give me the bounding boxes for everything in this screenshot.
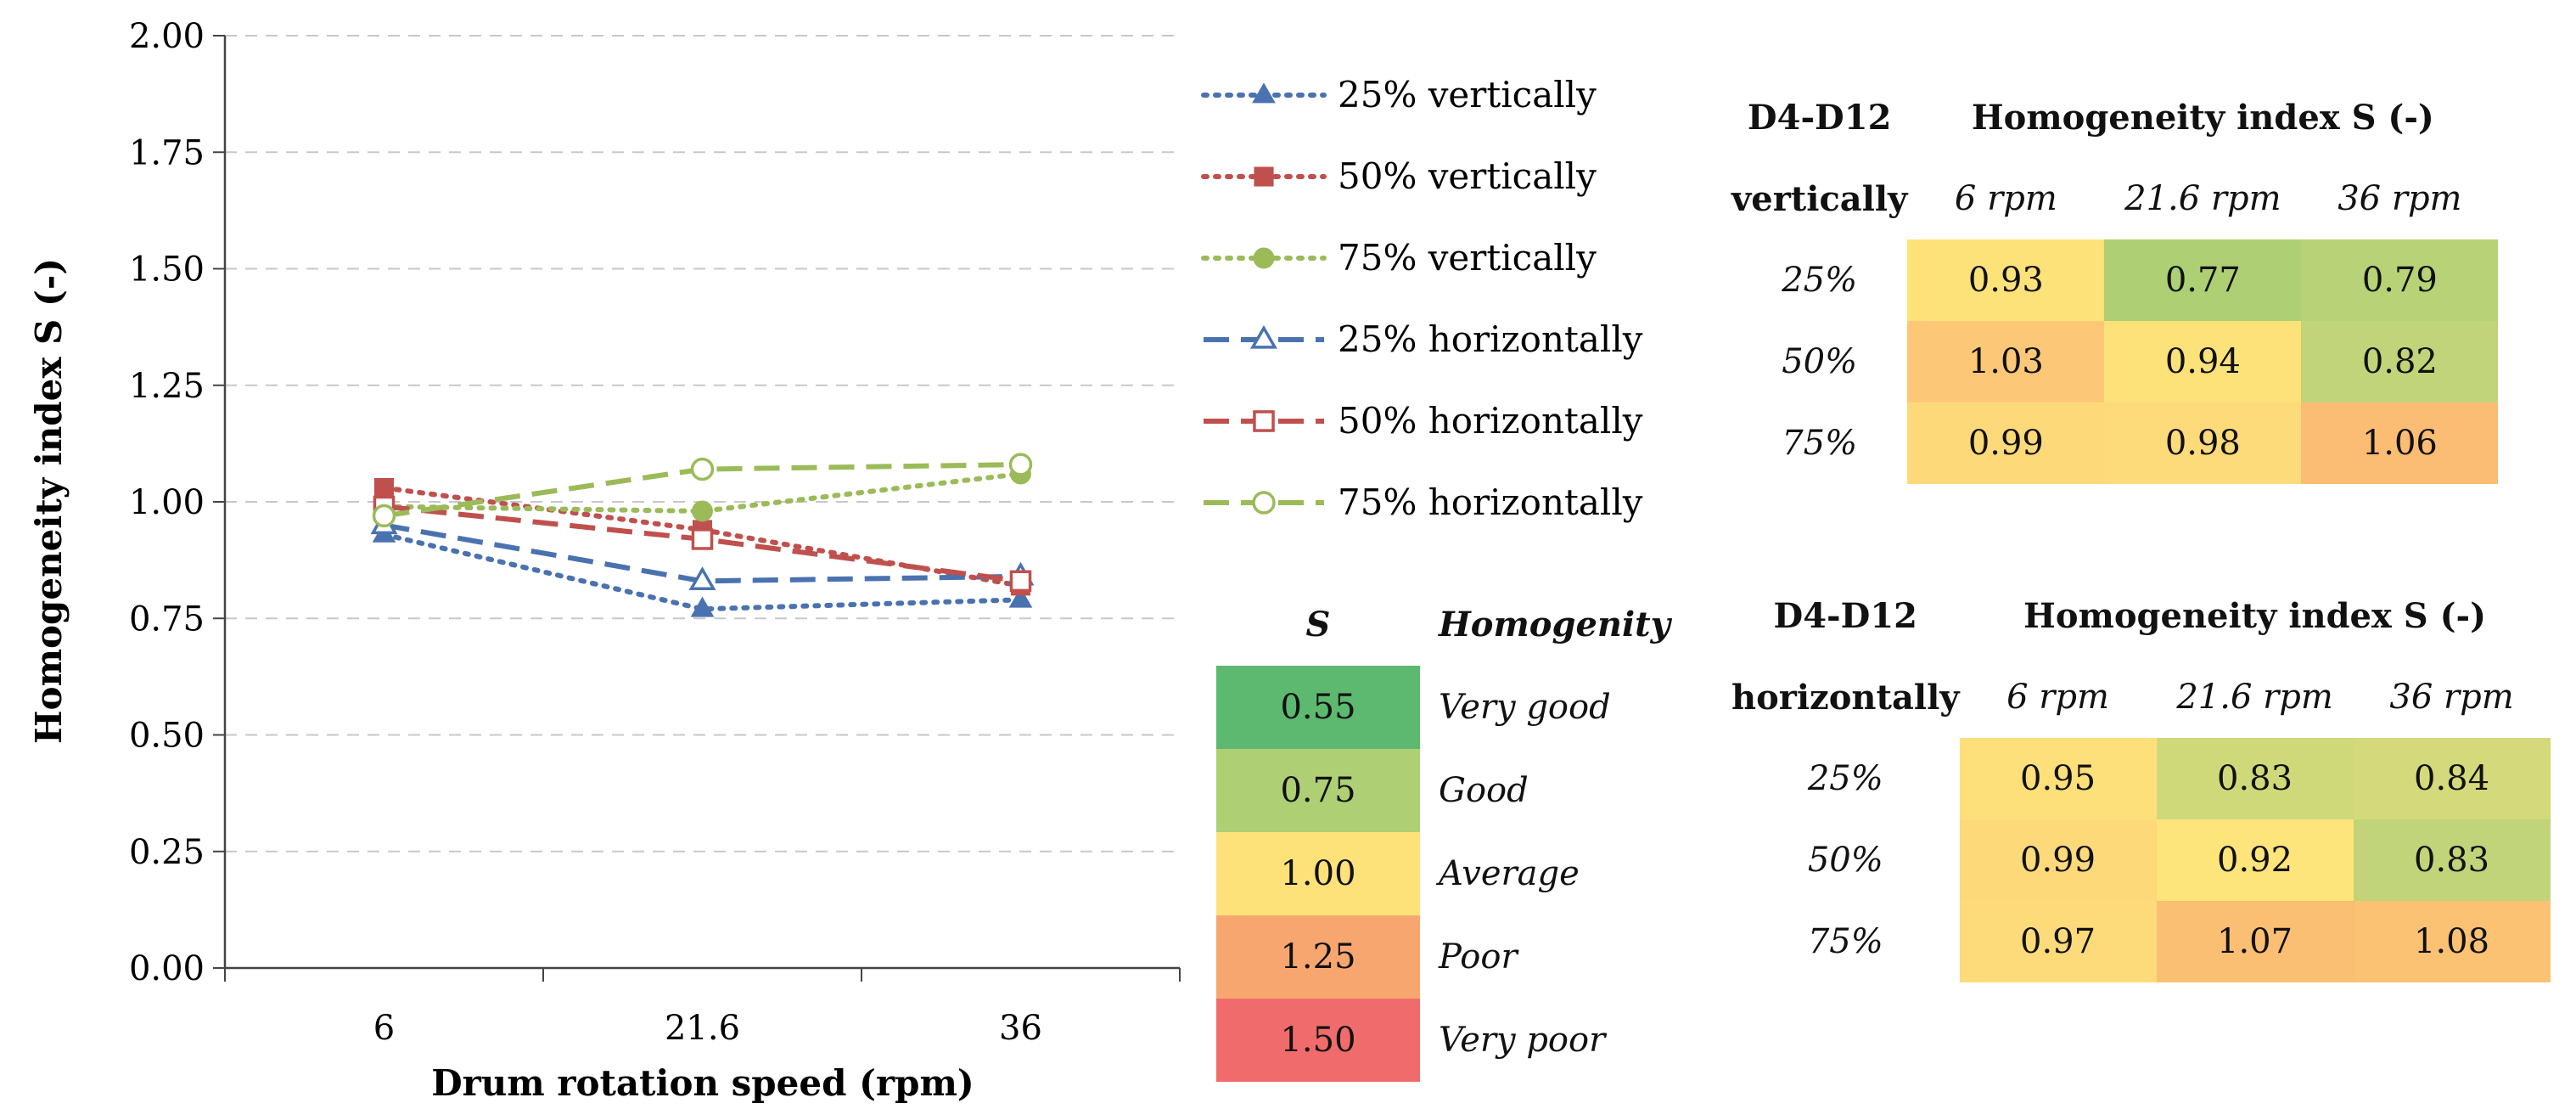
legend-label: 25% horizontally bbox=[1338, 318, 1643, 360]
y-tick-label: 0.75 bbox=[129, 599, 205, 639]
y-tick-label: 1.75 bbox=[129, 133, 205, 172]
legend-marker bbox=[1249, 324, 1278, 349]
y-tick-label: 2.00 bbox=[129, 17, 205, 56]
data-point bbox=[1009, 570, 1032, 593]
scale-value: 1.25 bbox=[1216, 915, 1420, 999]
row-label: 50% bbox=[1782, 342, 1858, 381]
scale-value: 0.55 bbox=[1216, 666, 1420, 749]
heatmap-cell: 0.99 bbox=[1959, 819, 2157, 901]
col-header: 6 rpm bbox=[1954, 179, 2057, 218]
y-tick-label: 1.25 bbox=[129, 367, 205, 406]
col-header: 21.6 rpm bbox=[2124, 179, 2281, 218]
axes: 0.00 0.25 0.50 0.75 1.00 1.25 1.50 1.75 2.00 6 21.… bbox=[129, 17, 1181, 1048]
row-label: 75% bbox=[1782, 424, 1858, 463]
heatmap-cell: 1.03 bbox=[1907, 321, 2105, 402]
x-tick-label: 36 bbox=[999, 1009, 1042, 1048]
col-header: 6 rpm bbox=[2006, 678, 2109, 717]
data-point bbox=[372, 504, 396, 528]
row-label: 25% bbox=[1782, 261, 1858, 300]
scale-label: Poor bbox=[1439, 937, 1518, 976]
col-header: 21.6 rpm bbox=[2176, 678, 2333, 717]
heatmap-cell: 0.97 bbox=[1959, 901, 2157, 982]
col-header: 36 rpm bbox=[2337, 179, 2462, 218]
data-point bbox=[1008, 453, 1033, 476]
table-title: D4-D12 bbox=[1773, 595, 1918, 636]
scale-label: Very good bbox=[1439, 688, 1611, 727]
heatmap-cell: 0.83 bbox=[2353, 819, 2551, 901]
table-header: Homogeneity index S (-) bbox=[2023, 595, 2487, 636]
homogeneity-scale: S Homogenity 0.55 Very good 0.75 Good 1.… bbox=[1216, 583, 1693, 1082]
heatmap-cell: 0.84 bbox=[2353, 738, 2551, 819]
scale-label: Good bbox=[1439, 771, 1529, 810]
heatmap-cell: 0.98 bbox=[2104, 402, 2302, 484]
y-tick-label: 0.50 bbox=[129, 717, 205, 756]
data-point bbox=[373, 477, 395, 498]
data-point bbox=[1008, 587, 1033, 608]
heatmap-cell: 0.99 bbox=[1907, 402, 2105, 484]
heatmap-cell: 0.83 bbox=[2156, 738, 2354, 819]
legend-label: 75% vertically bbox=[1338, 237, 1597, 279]
row-label: 75% bbox=[1807, 922, 1883, 961]
legend-label: 50% horizontally bbox=[1338, 400, 1643, 442]
heatmap-cell: 0.93 bbox=[1907, 239, 2105, 321]
legend-marker bbox=[1253, 410, 1275, 432]
heatmap-cell: 0.94 bbox=[2104, 321, 2302, 402]
y-axis-label: Homogeneity index S (-) bbox=[28, 258, 70, 744]
y-tick-label: 1.50 bbox=[129, 250, 205, 290]
y-tick-label: 0.25 bbox=[129, 833, 205, 872]
col-header: 36 rpm bbox=[2389, 678, 2514, 717]
table-title: D4-D12 bbox=[1747, 97, 1892, 138]
heatmap-cell: 0.77 bbox=[2104, 239, 2302, 321]
legend-marker bbox=[1252, 82, 1276, 104]
heatmap-cell: 0.95 bbox=[1959, 738, 2157, 819]
x-tick-label: 21.6 bbox=[665, 1009, 740, 1048]
scale-header-s: S bbox=[1305, 604, 1331, 644]
y-tick-label: 1.00 bbox=[129, 483, 205, 522]
grid-lines bbox=[225, 35, 1180, 853]
series-line bbox=[381, 532, 1024, 612]
legend-label: 25% vertically bbox=[1338, 74, 1597, 115]
table-header: Homogeneity index S (-) bbox=[1971, 97, 2434, 138]
legend-marker bbox=[1253, 247, 1275, 269]
table-subtitle: vertically bbox=[1731, 178, 1908, 219]
heatmap-cell: 1.07 bbox=[2156, 901, 2354, 982]
data-point bbox=[691, 528, 714, 550]
heatmap-cell: 0.82 bbox=[2301, 321, 2499, 402]
legend-marker bbox=[1252, 491, 1276, 515]
heatmap-cell: 1.08 bbox=[2353, 901, 2551, 982]
heatmap-cell: 1.06 bbox=[2301, 402, 2499, 484]
scale-header-homogenity: Homogenity bbox=[1439, 604, 1670, 644]
heatmap-horizontally: D4-D12 Homogeneity index S (-) horizonta… bbox=[1731, 575, 2551, 982]
data-point bbox=[688, 566, 716, 590]
y-tick-label: 0.00 bbox=[129, 949, 205, 988]
scale-label: Very poor bbox=[1439, 1021, 1606, 1060]
scale-value: 0.75 bbox=[1216, 749, 1420, 832]
legend: 25% vertically 50% vertically 75% vertical… bbox=[1201, 74, 1643, 523]
data-point bbox=[690, 596, 715, 617]
x-tick-label: 6 bbox=[373, 1009, 395, 1048]
row-label: 50% bbox=[1807, 841, 1883, 880]
x-axis-label: Drum rotation speed (rpm) bbox=[431, 1062, 974, 1104]
table-subtitle: horizontally bbox=[1731, 677, 1960, 718]
heatmap-cell: 0.92 bbox=[2156, 819, 2354, 901]
scale-value: 1.00 bbox=[1216, 832, 1420, 915]
data-point bbox=[692, 500, 713, 522]
legend-label: 75% horizontally bbox=[1338, 481, 1643, 523]
row-label: 25% bbox=[1807, 759, 1883, 798]
legend-label: 50% vertically bbox=[1338, 155, 1597, 197]
data-point bbox=[690, 457, 715, 481]
scale-label: Average bbox=[1439, 854, 1580, 893]
heatmap-cell: 0.79 bbox=[2301, 239, 2499, 321]
heatmap-vertically: D4-D12 Homogeneity index S (-) verticall… bbox=[1731, 76, 2499, 484]
scale-value: 1.50 bbox=[1216, 999, 1420, 1082]
series-layer bbox=[370, 453, 1035, 617]
legend-marker bbox=[1254, 166, 1274, 187]
